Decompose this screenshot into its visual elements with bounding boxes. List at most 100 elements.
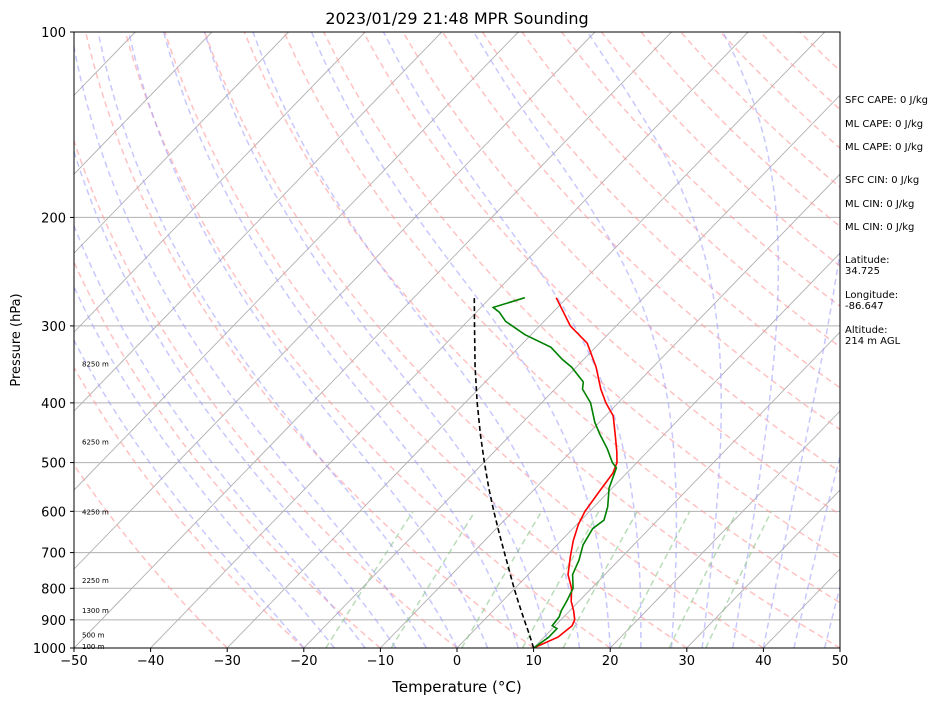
longitude-value: -86.647 <box>845 301 884 312</box>
moist-adiabat-line <box>382 32 642 648</box>
x-axis-ticks: −50 −40 −30 −20 −10 0 10 20 30 40 50 <box>60 648 848 669</box>
moist-adiabat-line <box>793 453 840 648</box>
isotherm-line <box>74 32 672 648</box>
mixing-ratio-line <box>390 510 476 648</box>
height-label: 100 m <box>82 643 105 651</box>
dry-adiabat-line <box>74 366 305 648</box>
dry-adiabat-line <box>203 32 764 648</box>
isotherm-line <box>74 32 519 491</box>
isotherm-line <box>74 32 596 570</box>
y-axis-ticks: 100 200 300 400 500 600 700 800 900 1000 <box>33 26 74 657</box>
x-tick-label: 40 <box>755 654 772 669</box>
moist-adiabat-line <box>74 223 366 648</box>
x-axis-label: Temperature (°C) <box>391 678 521 696</box>
height-label: 8250 m <box>82 360 109 368</box>
sfc-cin-text: SFC CIN: 0 J/kg <box>845 175 920 186</box>
moist-adiabat-line <box>162 32 520 648</box>
moist-adiabat-line <box>722 32 780 648</box>
x-tick-label: 30 <box>679 654 696 669</box>
dry-adiabat-line <box>362 32 840 516</box>
moist-adiabat-line <box>97 32 458 648</box>
altitude-label: Altitude: <box>845 325 888 336</box>
x-tick-label: 50 <box>832 654 849 669</box>
dry-adiabat-line <box>561 32 840 308</box>
mixing-ratio-line <box>562 510 638 648</box>
isotherm-line <box>74 32 443 412</box>
isotherm-line <box>74 32 289 254</box>
sounding-traces <box>473 296 618 648</box>
height-label: 2250 m <box>82 577 109 585</box>
x-tick-label: −40 <box>137 654 164 669</box>
y-tick-label: 700 <box>41 547 66 562</box>
x-tick-label: 10 <box>525 654 542 669</box>
longitude-label: Longitude: <box>845 290 899 301</box>
sfc-cape-text: SFC CAPE: 0 J/kg <box>845 95 928 106</box>
dry-adiabat-line <box>74 463 228 648</box>
dry-adiabat-line <box>164 32 688 648</box>
altitude-value: 214 m AGL <box>845 336 901 347</box>
x-tick-label: 0 <box>453 654 461 669</box>
ml-cin-text-1: ML CIN: 0 J/kg <box>845 199 915 210</box>
x-tick-label: 20 <box>602 654 619 669</box>
moist-adiabat-line <box>823 584 840 648</box>
height-label: 1300 m <box>82 607 109 615</box>
x-tick-label: −10 <box>367 654 394 669</box>
isotherm-line <box>74 32 366 333</box>
ml-cape-text-1: ML CAPE: 0 J/kg <box>845 119 924 130</box>
temperature-trace <box>533 297 618 648</box>
x-tick-label: −20 <box>290 654 317 669</box>
moist-adiabat-line <box>127 32 489 648</box>
moist-adiabat-line <box>473 32 678 648</box>
chart-title: 2023/01/29 21:48 MPR Sounding <box>325 9 588 28</box>
parcel-trace <box>473 297 535 648</box>
mixing-ratio-line <box>521 510 600 648</box>
ml-cin-text-2: ML CIN: 0 J/kg <box>845 222 915 233</box>
isotherm-line <box>74 32 213 175</box>
latitude-label: Latitude: <box>845 255 890 266</box>
mixing-ratio-line <box>668 510 738 648</box>
moist-adiabat-line <box>586 32 722 648</box>
moist-adiabat-line <box>74 148 397 648</box>
moist-adiabat-line <box>203 32 550 648</box>
moist-adiabat-line <box>310 32 611 648</box>
y-tick-label: 200 <box>41 211 66 226</box>
dry-adiabat-line <box>402 32 840 473</box>
mixing-ratio-line <box>325 510 414 648</box>
dry-adiabat-line <box>124 32 611 648</box>
isotherm-line <box>686 489 840 648</box>
ml-cape-text-2: ML CAPE: 0 J/kg <box>845 142 924 153</box>
y-tick-label: 100 <box>41 26 66 41</box>
dry-adiabat-line <box>323 32 840 560</box>
dry-adiabat-line <box>243 32 840 648</box>
y-tick-label: 1000 <box>33 642 66 657</box>
moist-adiabat-line <box>762 246 840 648</box>
height-label: 4250 m <box>82 508 109 516</box>
dry-adiabat-line <box>283 32 840 604</box>
height-labels: 100 m 500 m 1300 m 2250 m 4250 m 6250 m 8250 m <box>82 360 109 651</box>
y-axis-label: Pressure (hPa) <box>9 293 24 386</box>
isotherm-line <box>226 32 826 648</box>
y-tick-label: 300 <box>41 320 66 335</box>
background-lines <box>74 32 840 648</box>
height-label: 500 m <box>82 631 105 639</box>
y-tick-label: 900 <box>41 614 66 629</box>
isotherm-line <box>380 173 840 648</box>
x-tick-label: −50 <box>60 654 87 669</box>
moist-adiabat-line <box>74 43 428 648</box>
height-label: 6250 m <box>82 438 109 446</box>
y-tick-label: 500 <box>41 457 66 472</box>
y-tick-label: 800 <box>41 582 66 597</box>
y-tick-label: 400 <box>41 397 66 412</box>
dewpoint-trace <box>491 296 618 648</box>
mixing-ratio-line <box>618 510 691 648</box>
isotherm-line <box>533 331 840 648</box>
dry-adiabat-line <box>84 32 535 648</box>
latitude-value: 34.725 <box>845 266 880 277</box>
x-tick-label: −30 <box>213 654 240 669</box>
isotherm-line <box>609 410 840 648</box>
y-tick-label: 600 <box>41 505 66 520</box>
mixing-ratio-line <box>705 510 773 648</box>
isotherm-line <box>303 94 840 648</box>
